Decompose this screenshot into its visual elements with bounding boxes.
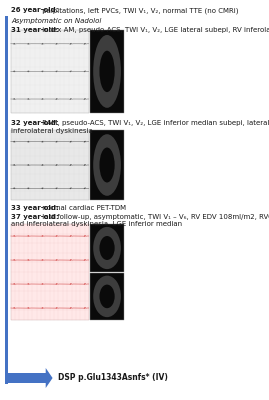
Text: index AM, pseudo-ACS, TWI V₁, V₂, LGE lateral subepi, RV inferolateral dyskinesi: index AM, pseudo-ACS, TWI V₁, V₂, LGE la… [40, 27, 269, 33]
Text: inferolateral dyskinesia: inferolateral dyskinesia [11, 128, 93, 134]
Polygon shape [46, 368, 52, 388]
Bar [90, 130, 124, 200]
Text: Asymptomatic on Nadolol: Asymptomatic on Nadolol [11, 18, 102, 24]
Text: 37 year-old:: 37 year-old: [11, 214, 59, 220]
Text: 32 year-old:: 32 year-old: [11, 120, 59, 126]
Ellipse shape [100, 51, 115, 92]
Ellipse shape [93, 35, 121, 108]
Bar [90, 30, 124, 113]
Bar [11, 224, 89, 320]
Ellipse shape [93, 134, 121, 196]
Ellipse shape [93, 227, 121, 269]
Bar [90, 224, 124, 272]
Text: last follow-up, asymptomatic, TWI V₁ – V₆, RV EDV 108ml/m2, RVOT dyskinesia: last follow-up, asymptomatic, TWI V₁ – V… [40, 214, 269, 220]
Ellipse shape [100, 285, 115, 308]
Bar [5, 16, 8, 384]
Bar [11, 30, 89, 113]
Text: 33 year-old:: 33 year-old: [11, 205, 59, 211]
Ellipse shape [100, 148, 115, 182]
Bar [5, 373, 46, 383]
Text: 26 year-old:: 26 year-old: [11, 7, 59, 13]
Text: palpitations, left PVCs, TWI V₁, V₂, normal TTE (no CMRi): palpitations, left PVCs, TWI V₁, V₂, nor… [40, 7, 238, 14]
Text: 31 year-old:: 31 year-old: [11, 27, 59, 33]
Text: normal cardiac PET-TDM: normal cardiac PET-TDM [40, 205, 126, 211]
Text: and inferolateral dyskinesia, LGE inferior median: and inferolateral dyskinesia, LGE inferi… [11, 221, 182, 227]
Bar [11, 130, 89, 200]
Text: RAM, pseudo-ACS, TWI V₁, V₂, LGE inferior median subepi, lateral basal, RV: RAM, pseudo-ACS, TWI V₁, V₂, LGE inferio… [40, 120, 269, 126]
Ellipse shape [100, 236, 115, 260]
Ellipse shape [93, 276, 121, 317]
Bar [90, 273, 124, 320]
Text: DSP p.Glu1343Asnfs* (IV): DSP p.Glu1343Asnfs* (IV) [58, 374, 168, 382]
